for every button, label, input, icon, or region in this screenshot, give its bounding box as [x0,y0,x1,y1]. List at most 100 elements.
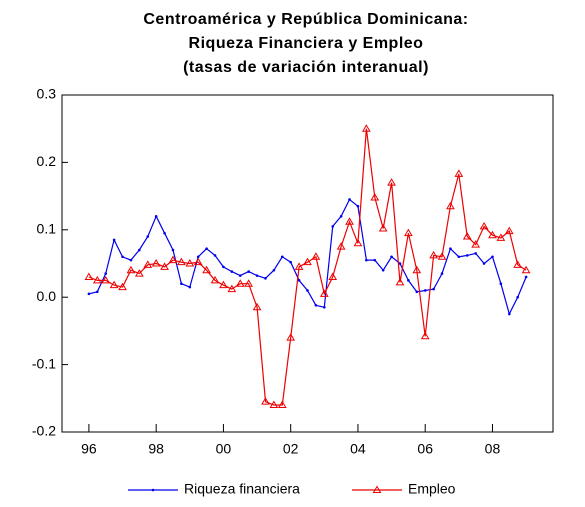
marker [429,250,438,259]
marker [244,279,254,287]
marker [398,262,402,265]
x-tick-label: 06 [417,441,433,457]
marker [395,277,405,286]
marker [112,238,116,242]
marker [474,252,477,255]
marker [365,258,368,262]
marker [163,231,166,235]
marker [280,255,284,259]
y-tick-label: -0.2 [32,423,56,439]
marker [504,226,514,235]
marker [387,178,396,186]
marker [353,238,363,247]
marker [294,262,304,270]
marker [261,397,270,405]
marker [449,247,452,250]
marker [457,255,461,259]
marker [222,265,225,269]
marker [160,262,169,270]
marker [471,240,481,248]
marker [255,274,259,277]
y-tick-label: 0.3 [37,86,57,102]
marker [423,289,427,292]
marker [196,255,200,259]
marker [104,272,108,275]
marker [412,265,422,274]
marker [407,279,410,282]
marker [193,257,203,266]
marker [381,268,385,272]
marker [454,169,464,177]
marker [336,242,346,250]
y-tick-label: 0.2 [37,153,57,169]
marker [356,204,360,208]
marker [96,290,99,294]
chart-title: Riqueza Financiera y Empleo [189,35,424,52]
legend-marker [372,485,382,493]
marker [269,400,279,409]
marker [154,215,158,218]
marker [331,225,335,228]
marker [101,275,111,284]
marker [235,279,245,287]
marker [516,295,519,299]
y-tick-label: 0.1 [37,221,57,237]
marker [496,233,506,241]
x-tick-label: 02 [283,441,299,457]
marker [129,258,133,262]
marker [488,230,497,239]
marker [373,258,377,262]
marker [210,275,220,284]
marker [151,259,161,267]
marker [205,247,208,250]
marker [138,248,141,252]
y-tick-label: -0.1 [32,355,56,371]
x-tick-label: 08 [485,441,501,457]
marker [134,269,144,277]
marker [348,198,351,201]
marker [311,252,321,260]
marker [370,192,380,201]
marker [188,285,192,289]
marker [507,312,511,316]
marker [109,280,119,289]
marker [482,262,486,265]
marker [126,265,136,274]
marker [306,289,309,292]
marker [213,254,217,257]
marker [121,255,124,259]
marker [415,290,419,294]
marker [303,257,312,266]
legend-marker [151,488,155,492]
marker [247,270,250,273]
marker [339,215,343,218]
marker [92,275,102,284]
marker [314,303,318,307]
marker [289,260,292,264]
x-tick-label: 04 [350,441,366,457]
marker [479,221,489,230]
marker [227,284,237,293]
marker [404,228,413,237]
marker [440,272,444,275]
marker [219,280,228,289]
marker [465,254,469,257]
marker [143,260,153,268]
marker [297,279,301,282]
marker [230,270,234,273]
marker [420,331,430,340]
marker [252,302,262,311]
marker [185,259,195,267]
x-tick-label: 98 [148,441,164,457]
x-tick-label: 96 [81,441,97,457]
marker [432,287,435,291]
marker [499,282,503,286]
marker [272,268,276,272]
plot-frame [61,94,554,433]
chart-title: Centroamérica y República Dominicana: [143,11,468,28]
series-line [88,198,527,316]
marker [180,282,183,286]
x-tick-label: 00 [216,441,232,457]
marker [319,289,329,297]
